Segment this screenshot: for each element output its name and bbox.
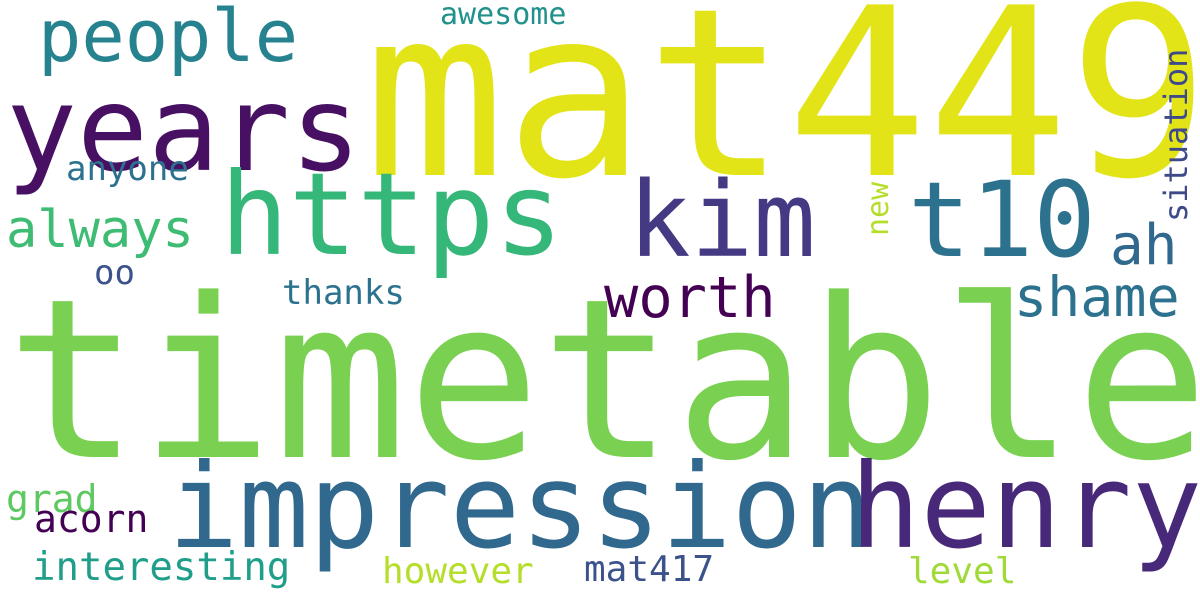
word-https: https [220,148,564,281]
word-situation: situation [1157,48,1195,222]
word-t10: t10 [908,159,1096,281]
word-ah: ah [1110,213,1178,278]
word-mat449: mat449 [364,0,1200,231]
word-awesome: awesome [440,0,567,32]
word-mat417: mat417 [584,549,715,590]
word-new: new [861,181,896,236]
word-always: always [6,200,194,260]
word-shame: shame [1014,265,1180,329]
word-level: level [908,551,1017,592]
word-years: years [6,60,362,198]
word-henry: henry [850,438,1200,575]
word-kim: kim [628,159,816,281]
word-grad: grad [6,477,98,521]
word-oo: oo [94,253,135,293]
word-timetable: timetable [6,252,1200,510]
word-thanks: thanks [282,273,405,313]
word-impression: impression [168,438,873,575]
word-people: people [38,0,299,78]
word-worth: worth [604,265,776,331]
word-acorn: acorn [34,497,149,541]
word-anyone: anyone [66,149,189,189]
word-interesting: interesting [32,545,291,590]
word-however: however [382,551,534,592]
